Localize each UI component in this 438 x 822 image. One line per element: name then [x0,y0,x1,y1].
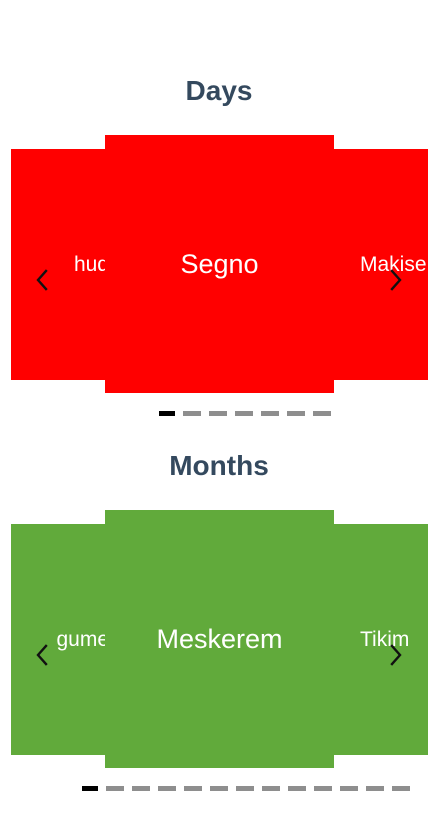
days-pagination-dot[interactable] [287,411,305,416]
days-prev-button[interactable] [31,267,53,293]
months-pagination-dot[interactable] [132,786,150,791]
chevron-right-icon [390,644,402,666]
months-slide-previous[interactable]: gume [11,524,111,755]
months-pagination-dot[interactable] [210,786,228,791]
days-pagination [159,411,331,416]
chevron-left-icon [36,644,48,666]
days-next-button[interactable] [385,267,407,293]
months-pagination-dot[interactable] [366,786,384,791]
months-pagination-dot[interactable] [236,786,254,791]
months-pagination-dot[interactable] [106,786,124,791]
months-title: Months [169,450,269,481]
months-next-button[interactable] [385,642,407,668]
months-pagination-dot[interactable] [82,786,98,791]
months-slide-current-label: Meskerem [156,623,283,654]
months-pagination-dot[interactable] [340,786,358,791]
days-slide-current[interactable]: Segno [105,135,334,393]
days-pagination-dot[interactable] [261,411,279,416]
months-pagination [82,786,410,791]
months-pagination-dot[interactable] [158,786,176,791]
days-slide-next-label: Makise [360,252,427,276]
months-carousel[interactable]: gume Meskerem Tikim [0,510,438,768]
days-slide-previous[interactable]: hud [11,149,111,380]
days-slide-next[interactable]: Makise [328,149,428,380]
days-pagination-dot[interactable] [159,411,175,416]
months-slide-current[interactable]: Meskerem [105,510,334,768]
days-pagination-dot[interactable] [209,411,227,416]
chevron-left-icon [36,269,48,291]
days-slide-previous-label: hud [73,252,109,276]
days-carousel[interactable]: hud Segno Makise [0,135,438,393]
days-pagination-dot[interactable] [235,411,253,416]
months-pagination-dot[interactable] [262,786,280,791]
days-title: Days [185,75,253,106]
chevron-right-icon [390,269,402,291]
months-slide-previous-label: gume [56,627,109,651]
months-slide-next[interactable]: Tikim [328,524,428,755]
months-pagination-dot[interactable] [392,786,410,791]
months-slide-next-label: Tikim [360,627,410,651]
months-prev-button[interactable] [31,642,53,668]
days-pagination-dot[interactable] [183,411,201,416]
days-slide-current-label: Segno [180,248,259,279]
days-pagination-dot[interactable] [313,411,331,416]
months-pagination-dot[interactable] [184,786,202,791]
months-pagination-dot[interactable] [314,786,332,791]
months-pagination-dot[interactable] [288,786,306,791]
